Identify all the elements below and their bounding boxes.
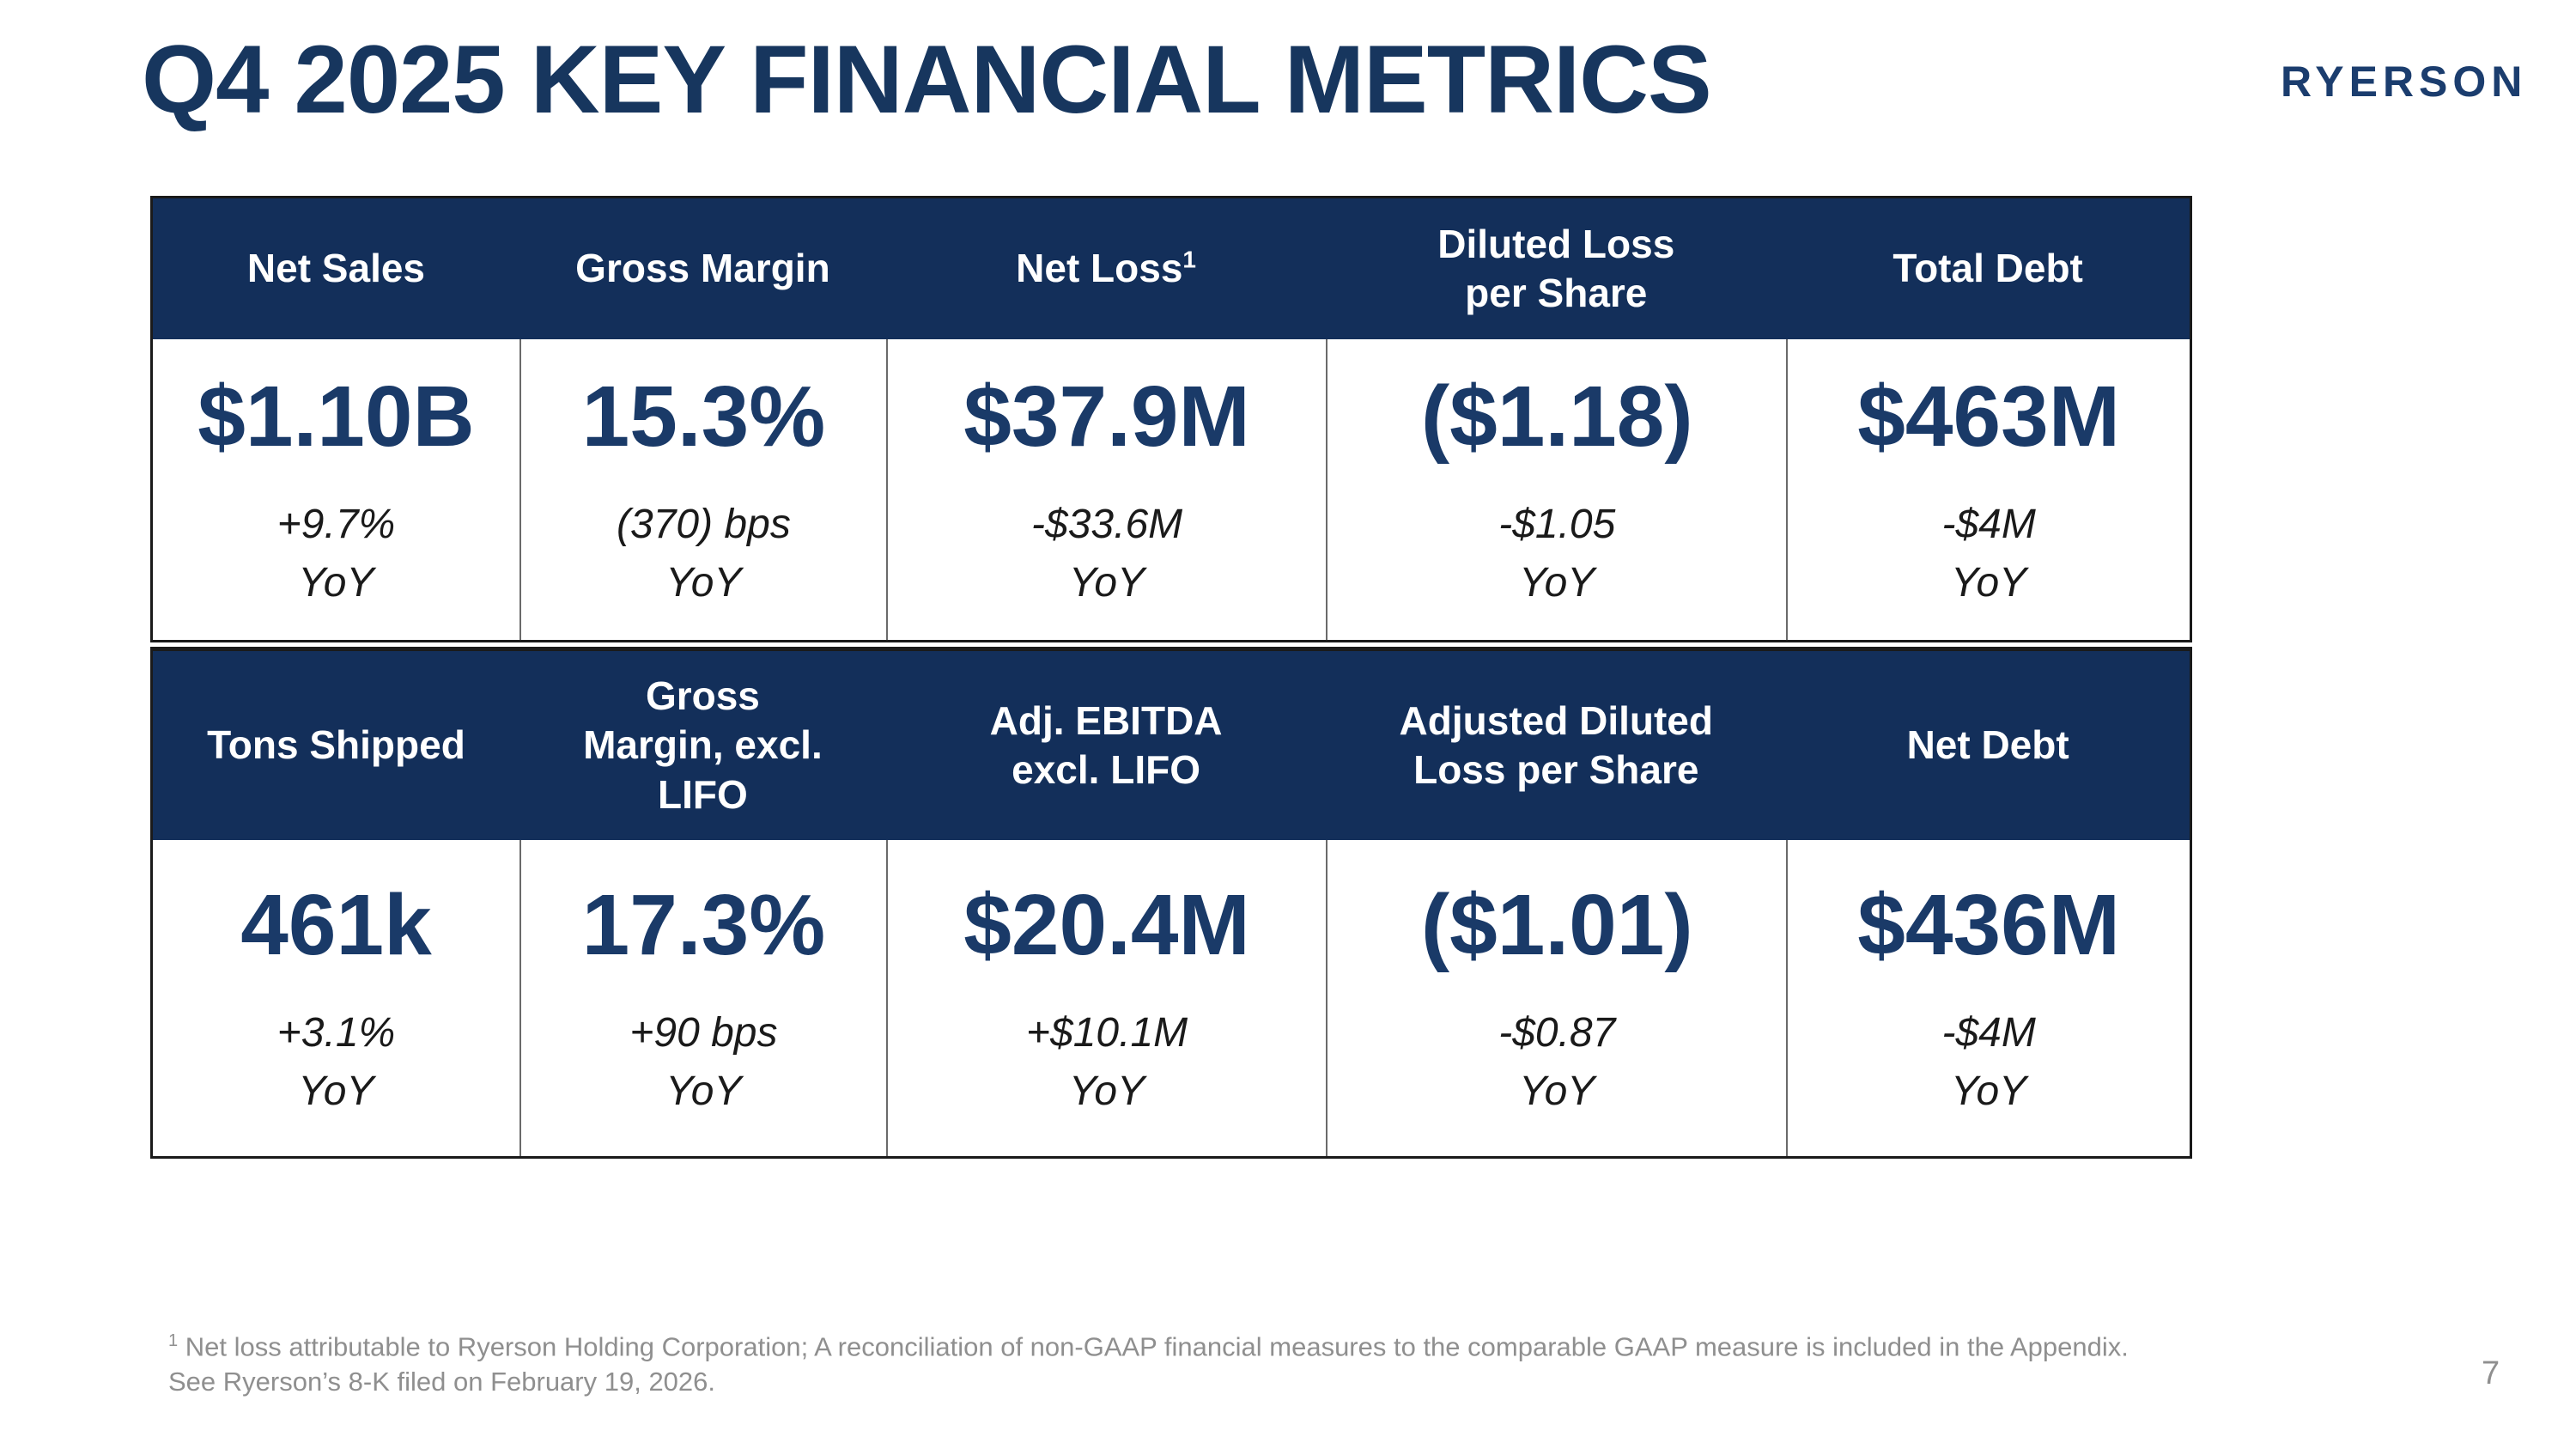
footnote: 1 Net loss attributable to Ryerson Holdi… — [168, 1330, 2129, 1400]
cell-adj-ebitda-excl-lifo: $20.4M +$10.1M YoY — [885, 840, 1326, 1156]
header-adjusted-diluted-loss-per-share: Adjusted Diluted Loss per Share — [1326, 651, 1786, 840]
cell-diluted-loss-per-share: ($1.18) -$1.05 YoY — [1326, 339, 1786, 640]
header-label: Diluted Loss per Share — [1437, 221, 1675, 316]
header-adj-ebitda-excl-lifo: Adj. EBITDA excl. LIFO — [886, 651, 1326, 840]
footnote-marker: 1 — [1182, 246, 1196, 273]
metric-value: $463M — [1857, 368, 2121, 466]
metric-value: $1.10B — [197, 368, 475, 466]
cell-total-debt: $463M -$4M YoY — [1786, 339, 2190, 640]
header-diluted-loss-per-share: Diluted Loss per Share — [1326, 198, 1786, 339]
cell-gross-margin-excl-lifo: 17.3% +90 bps YoY — [519, 840, 886, 1156]
metric-change: -$33.6M YoY — [1031, 502, 1183, 606]
metric-change: -$1.05 YoY — [1498, 502, 1616, 606]
metric-change: +3.1% YoY — [276, 1010, 396, 1114]
metrics-table-bottom-value-row: 461k +3.1% YoY 17.3% +90 bps YoY $20.4M +$… — [153, 840, 2190, 1156]
header-label: Adj. EBITDA excl. LIFO — [989, 697, 1223, 793]
metrics-table-top: Net Sales Gross Margin Net Loss1 Diluted… — [150, 196, 2192, 642]
metric-value: 15.3% — [581, 368, 826, 466]
metric-change: -$4M YoY — [1941, 502, 2036, 606]
cell-net-sales: $1.10B +9.7% YoY — [153, 339, 519, 640]
cell-net-loss: $37.9M -$33.6M YoY — [885, 339, 1326, 640]
metrics-table-bottom: Tons Shipped Gross Margin, excl. LIFO Ad… — [150, 647, 2192, 1159]
metric-change: +90 bps YoY — [629, 1010, 778, 1114]
header-label: Net Sales — [246, 246, 426, 291]
metrics-table-top-header-row: Net Sales Gross Margin Net Loss1 Diluted… — [153, 198, 2190, 339]
ryerson-logo: RYERSON — [2281, 58, 2528, 106]
header-tons-shipped: Tons Shipped — [153, 651, 519, 840]
footnote-line-2: See Ryerson’s 8-K filed on February 19, … — [168, 1367, 716, 1397]
footnote-line-1: 1 Net loss attributable to Ryerson Holdi… — [168, 1331, 2129, 1362]
header-label: Adjusted Diluted Loss per Share — [1399, 697, 1713, 793]
metrics-table-top-value-row: $1.10B +9.7% YoY 15.3% (370) bps YoY $37.9… — [153, 339, 2190, 640]
page-title: Q4 2025 KEY FINANCIAL METRICS — [142, 26, 1712, 133]
metric-change: -$0.87 YoY — [1498, 1010, 1616, 1114]
metric-change: +$10.1M YoY — [1026, 1010, 1188, 1114]
footnote-superscript: 1 — [168, 1331, 179, 1350]
header-net-loss: Net Loss1 — [886, 198, 1326, 339]
page-number: 7 — [2482, 1355, 2500, 1391]
header-gross-margin: Gross Margin — [519, 198, 886, 339]
metric-value: $436M — [1857, 877, 2121, 974]
header-label: Gross Margin, excl. LIFO — [583, 673, 823, 817]
metric-change: -$4M YoY — [1941, 1010, 2036, 1114]
metric-change: (370) bps YoY — [617, 502, 791, 606]
cell-net-debt: $436M -$4M YoY — [1786, 840, 2190, 1156]
header-label: Total Debt — [1893, 246, 2083, 291]
header-gross-margin-excl-lifo: Gross Margin, excl. LIFO — [519, 651, 886, 840]
metric-value: $20.4M — [963, 877, 1250, 974]
cell-adjusted-diluted-loss-per-share: ($1.01) -$0.87 YoY — [1326, 840, 1786, 1156]
metrics-table-bottom-header-row: Tons Shipped Gross Margin, excl. LIFO Ad… — [153, 651, 2190, 840]
header-label: Net Loss1 — [1016, 246, 1196, 291]
header-label: Tons Shipped — [207, 722, 465, 768]
header-net-debt: Net Debt — [1786, 651, 2190, 840]
metric-value: 461k — [240, 877, 432, 974]
metric-value: ($1.18) — [1420, 368, 1693, 466]
metric-value: $37.9M — [963, 368, 1250, 466]
metric-change: +9.7% YoY — [276, 502, 396, 606]
cell-gross-margin: 15.3% (370) bps YoY — [519, 339, 886, 640]
header-label: Net Debt — [1906, 722, 2069, 768]
header-net-sales: Net Sales — [153, 198, 519, 339]
metric-value: ($1.01) — [1420, 877, 1693, 974]
metric-value: 17.3% — [581, 877, 826, 974]
header-total-debt: Total Debt — [1786, 198, 2190, 339]
cell-tons-shipped: 461k +3.1% YoY — [153, 840, 519, 1156]
header-label: Gross Margin — [575, 246, 830, 291]
